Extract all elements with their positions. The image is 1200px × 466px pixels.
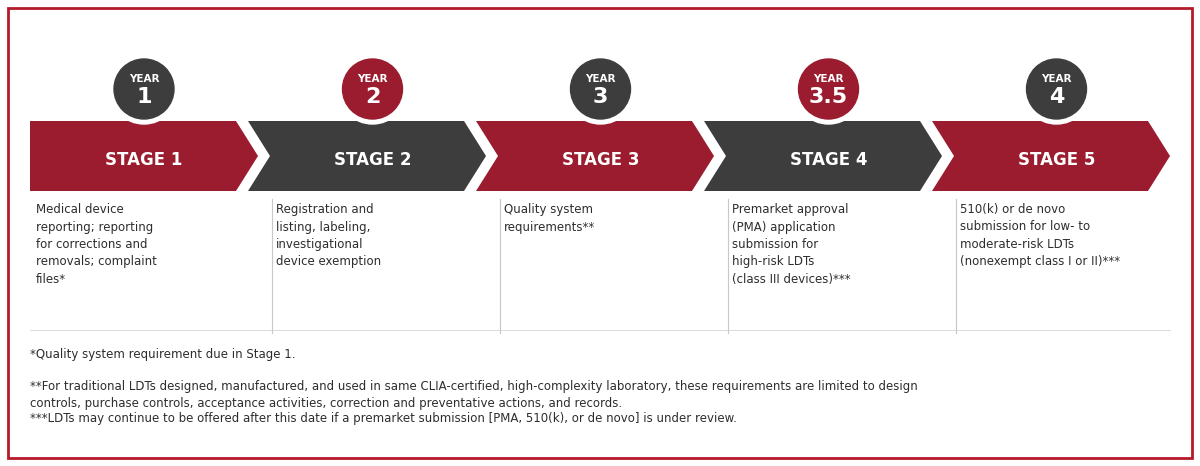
Text: YEAR: YEAR <box>586 74 616 83</box>
Text: Registration and
listing, labeling,
investigational
device exemption: Registration and listing, labeling, inve… <box>276 203 382 268</box>
Polygon shape <box>30 121 258 191</box>
Polygon shape <box>932 121 1170 191</box>
Text: 3: 3 <box>593 88 608 107</box>
Ellipse shape <box>798 59 858 119</box>
Text: 4: 4 <box>1049 88 1064 107</box>
Ellipse shape <box>337 54 408 124</box>
Text: ***LDTs may continue to be offered after this date if a premarket submission [PM: ***LDTs may continue to be offered after… <box>30 412 737 425</box>
Text: Quality system
requirements**: Quality system requirements** <box>504 203 595 233</box>
Text: 1: 1 <box>137 88 151 107</box>
Ellipse shape <box>109 54 179 124</box>
Text: 510(k) or de novo
submission for low- to
moderate-risk LDTs
(nonexempt class I o: 510(k) or de novo submission for low- to… <box>960 203 1120 268</box>
Polygon shape <box>476 121 714 191</box>
Polygon shape <box>248 121 486 191</box>
Text: STAGE 5: STAGE 5 <box>1018 151 1096 169</box>
Text: STAGE 4: STAGE 4 <box>790 151 868 169</box>
Text: **For traditional LDTs designed, manufactured, and used in same CLIA-certified, : **For traditional LDTs designed, manufac… <box>30 380 918 410</box>
Text: STAGE 2: STAGE 2 <box>334 151 412 169</box>
Text: YEAR: YEAR <box>358 74 388 83</box>
Ellipse shape <box>114 59 174 119</box>
Text: STAGE 3: STAGE 3 <box>562 151 640 169</box>
Ellipse shape <box>1026 59 1086 119</box>
Ellipse shape <box>570 59 630 119</box>
Text: *Quality system requirement due in Stage 1.: *Quality system requirement due in Stage… <box>30 348 295 361</box>
Text: 3.5: 3.5 <box>809 88 848 107</box>
Text: Medical device
reporting; reporting
for corrections and
removals; complaint
file: Medical device reporting; reporting for … <box>36 203 157 286</box>
Ellipse shape <box>565 54 636 124</box>
Text: 2: 2 <box>365 88 380 107</box>
Text: YEAR: YEAR <box>1042 74 1072 83</box>
Text: YEAR: YEAR <box>814 74 844 83</box>
Text: STAGE 1: STAGE 1 <box>106 151 182 169</box>
Ellipse shape <box>793 54 864 124</box>
Ellipse shape <box>342 59 402 119</box>
Polygon shape <box>704 121 942 191</box>
Text: YEAR: YEAR <box>128 74 160 83</box>
Ellipse shape <box>1021 54 1092 124</box>
Text: Premarket approval
(PMA) application
submission for
high-risk LDTs
(class III de: Premarket approval (PMA) application sub… <box>732 203 851 286</box>
